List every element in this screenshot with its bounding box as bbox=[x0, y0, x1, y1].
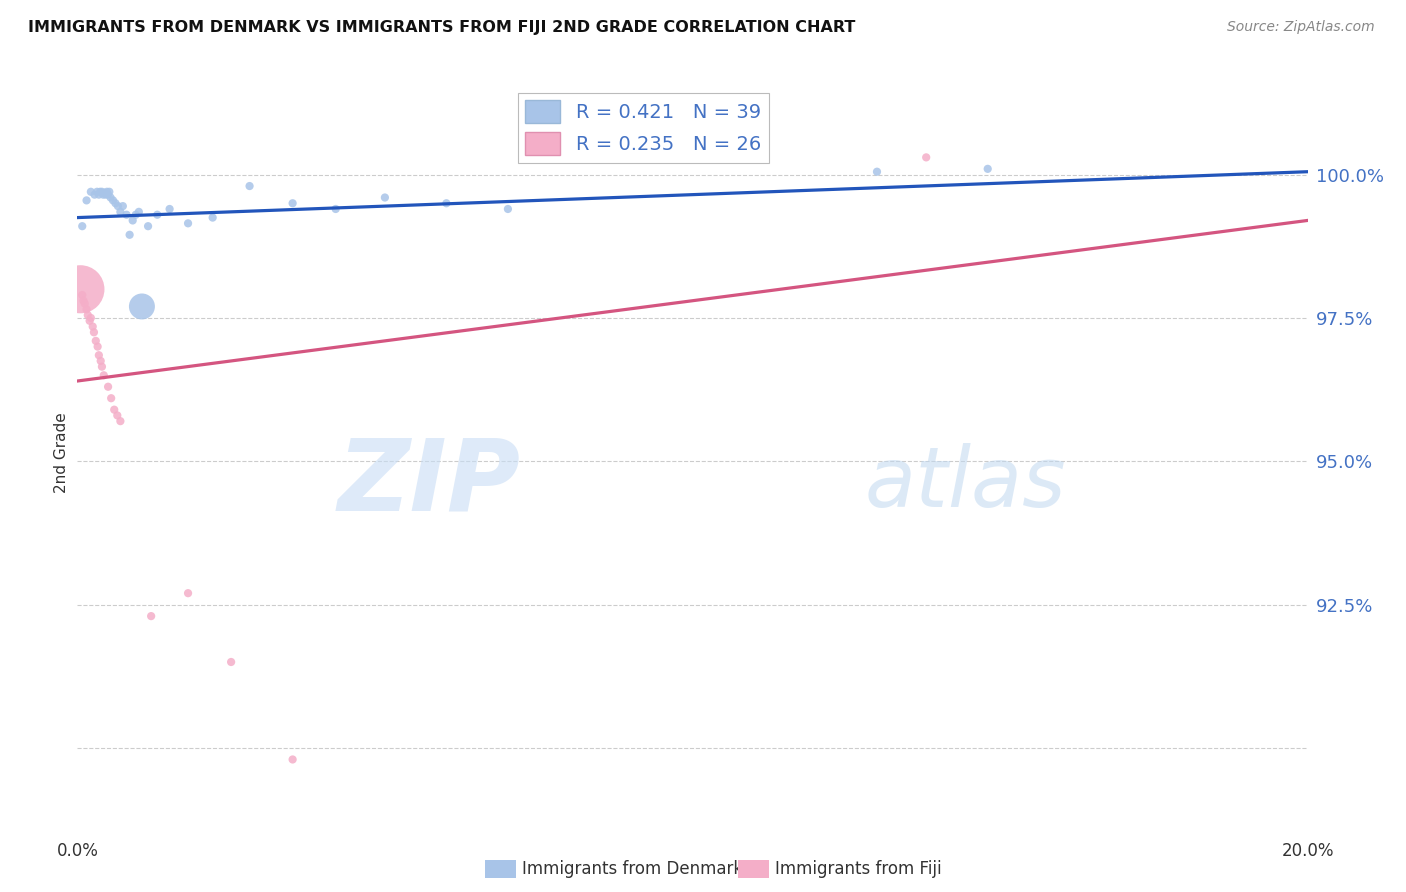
Point bbox=[105, 409, 128, 423]
Point bbox=[97, 187, 120, 202]
Point bbox=[201, 211, 224, 225]
Point bbox=[87, 187, 110, 202]
Text: Source: ZipAtlas.com: Source: ZipAtlas.com bbox=[1227, 20, 1375, 34]
Point bbox=[90, 354, 112, 368]
Point bbox=[70, 288, 93, 302]
Point bbox=[136, 219, 159, 234]
Point bbox=[98, 185, 121, 199]
Legend: R = 0.421   N = 39, R = 0.235   N = 26: R = 0.421 N = 39, R = 0.235 N = 26 bbox=[517, 93, 769, 162]
Y-axis label: 2nd Grade: 2nd Grade bbox=[53, 412, 69, 493]
Point bbox=[96, 185, 118, 199]
Point bbox=[110, 205, 132, 219]
Point bbox=[70, 219, 93, 234]
Text: Immigrants from Denmark: Immigrants from Denmark bbox=[522, 860, 742, 878]
Point bbox=[436, 196, 458, 211]
Point bbox=[128, 205, 150, 219]
Point bbox=[159, 202, 181, 216]
Point bbox=[86, 185, 108, 199]
Text: ZIP: ZIP bbox=[337, 434, 520, 532]
Point bbox=[76, 308, 98, 322]
Point bbox=[93, 368, 115, 383]
Point bbox=[110, 414, 132, 428]
Point bbox=[93, 186, 115, 200]
Text: atlas: atlas bbox=[865, 442, 1066, 524]
Point bbox=[94, 187, 117, 202]
Point bbox=[72, 293, 94, 308]
Point bbox=[866, 164, 889, 178]
Point bbox=[118, 227, 141, 242]
Point bbox=[100, 190, 122, 204]
Point bbox=[69, 282, 91, 296]
Point bbox=[91, 187, 114, 202]
Point bbox=[121, 213, 143, 227]
Point bbox=[100, 391, 122, 405]
Text: Immigrants from Fiji: Immigrants from Fiji bbox=[775, 860, 942, 878]
Point bbox=[76, 194, 98, 208]
Point bbox=[89, 185, 111, 199]
Point bbox=[80, 185, 103, 199]
Point bbox=[80, 310, 103, 325]
Point bbox=[73, 296, 96, 310]
Point bbox=[103, 402, 125, 417]
Point bbox=[177, 586, 200, 600]
Point bbox=[82, 319, 104, 334]
Point bbox=[125, 208, 148, 222]
Point bbox=[97, 380, 120, 394]
Point bbox=[104, 196, 127, 211]
Point bbox=[281, 752, 304, 766]
Point bbox=[83, 326, 105, 340]
Point bbox=[101, 194, 124, 208]
Point bbox=[90, 185, 114, 199]
Point bbox=[496, 202, 519, 216]
Point bbox=[374, 190, 396, 204]
Point bbox=[219, 655, 242, 669]
Point bbox=[107, 199, 129, 213]
Point bbox=[141, 609, 163, 624]
Point bbox=[84, 334, 107, 348]
Point bbox=[281, 196, 304, 211]
Point bbox=[325, 202, 347, 216]
Point bbox=[239, 179, 262, 194]
Point bbox=[111, 199, 134, 213]
Point bbox=[915, 150, 938, 164]
Point bbox=[87, 348, 110, 362]
Point bbox=[131, 300, 153, 314]
Point bbox=[79, 314, 101, 328]
Point bbox=[177, 216, 200, 230]
Point bbox=[146, 208, 169, 222]
Point bbox=[86, 340, 108, 354]
Point bbox=[83, 187, 105, 202]
Point bbox=[115, 208, 138, 222]
Text: IMMIGRANTS FROM DENMARK VS IMMIGRANTS FROM FIJI 2ND GRADE CORRELATION CHART: IMMIGRANTS FROM DENMARK VS IMMIGRANTS FR… bbox=[28, 20, 855, 35]
Point bbox=[76, 302, 98, 317]
Point bbox=[90, 359, 114, 374]
Point bbox=[977, 161, 1000, 176]
